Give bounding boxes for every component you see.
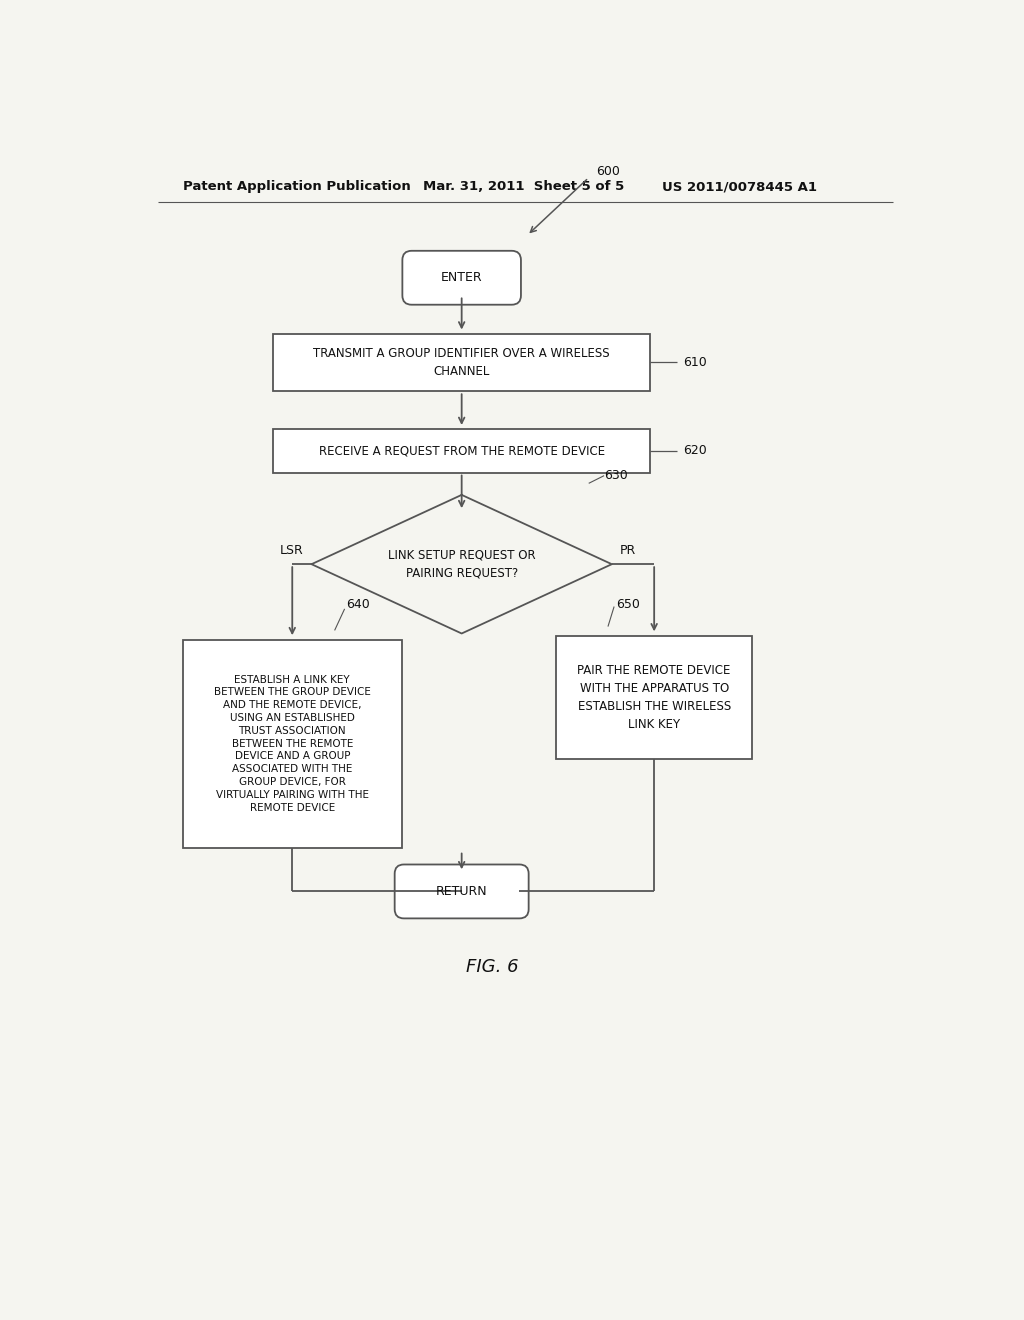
- Text: 600: 600: [596, 165, 621, 178]
- Bar: [556, 636, 753, 759]
- Text: LINK SETUP REQUEST OR
PAIRING REQUEST?: LINK SETUP REQUEST OR PAIRING REQUEST?: [388, 549, 536, 579]
- Text: RECEIVE A REQUEST FROM THE REMOTE DEVICE: RECEIVE A REQUEST FROM THE REMOTE DEVICE: [318, 445, 605, 458]
- Text: US 2011/0078445 A1: US 2011/0078445 A1: [662, 181, 817, 194]
- Text: PR: PR: [620, 544, 636, 557]
- Text: 620: 620: [683, 445, 707, 458]
- FancyBboxPatch shape: [394, 865, 528, 919]
- Bar: [182, 640, 402, 847]
- Text: Patent Application Publication: Patent Application Publication: [183, 181, 411, 194]
- Text: TRANSMIT A GROUP IDENTIFIER OVER A WIRELESS
CHANNEL: TRANSMIT A GROUP IDENTIFIER OVER A WIREL…: [313, 347, 610, 378]
- Bar: [273, 334, 650, 391]
- Text: RETURN: RETURN: [436, 884, 487, 898]
- Bar: [273, 429, 650, 473]
- Text: 650: 650: [615, 598, 640, 611]
- Text: FIG. 6: FIG. 6: [466, 958, 519, 975]
- Text: LSR: LSR: [280, 544, 304, 557]
- Text: ESTABLISH A LINK KEY
BETWEEN THE GROUP DEVICE
AND THE REMOTE DEVICE,
USING AN ES: ESTABLISH A LINK KEY BETWEEN THE GROUP D…: [214, 675, 371, 813]
- Text: ENTER: ENTER: [441, 271, 482, 284]
- Text: 610: 610: [683, 356, 707, 370]
- Text: 630: 630: [604, 469, 628, 482]
- FancyBboxPatch shape: [402, 251, 521, 305]
- Text: Mar. 31, 2011  Sheet 5 of 5: Mar. 31, 2011 Sheet 5 of 5: [423, 181, 625, 194]
- Text: 640: 640: [346, 598, 370, 611]
- Text: PAIR THE REMOTE DEVICE
WITH THE APPARATUS TO
ESTABLISH THE WIRELESS
LINK KEY: PAIR THE REMOTE DEVICE WITH THE APPARATU…: [578, 664, 731, 731]
